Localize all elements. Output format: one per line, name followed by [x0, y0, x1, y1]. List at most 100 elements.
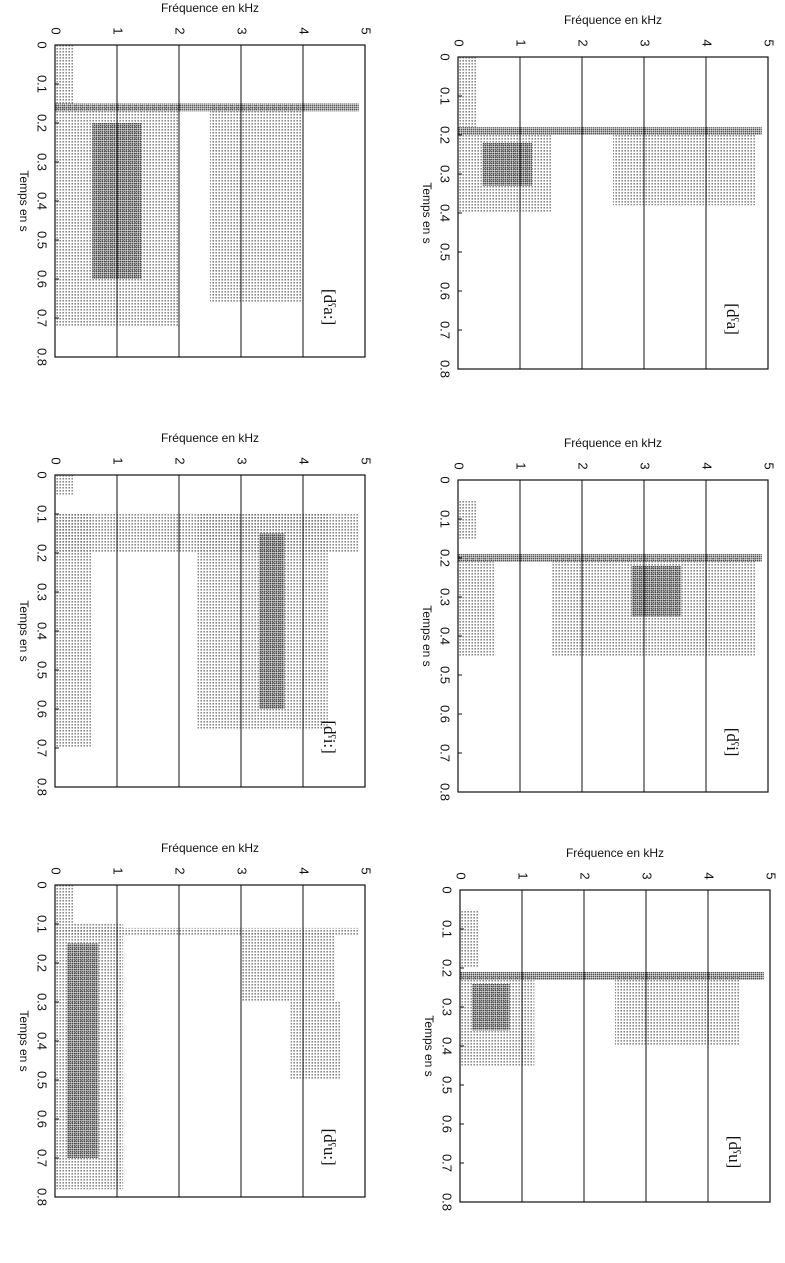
y-tick-label: 2 — [578, 872, 593, 879]
y-tick-label: 4 — [297, 457, 312, 464]
x-axis-label: Temps en s — [420, 605, 434, 666]
x-tick-label: 0.5 — [438, 243, 453, 261]
y-tick-label: 2 — [576, 39, 591, 46]
energy-region — [631, 565, 682, 617]
x-tick-label: 0.4 — [440, 1037, 455, 1055]
panel-label: [dˤi:] — [320, 720, 339, 754]
x-tick-label: 0.5 — [440, 1076, 455, 1094]
x-tick-label: 0.2 — [35, 954, 50, 972]
y-tick-label: 0 — [452, 462, 467, 469]
x-tick-label: 0.3 — [35, 583, 50, 601]
spectrogram-panel: 0 1 2 3 4 5 0 0.1 0.2 0.3 0.4 0.5 0.6 0.7 0.8 Temps en … — [17, 841, 374, 1206]
x-tick-label: 0 — [35, 41, 50, 48]
x-tick-label: 0.5 — [438, 666, 453, 684]
spectrogram-panel: 0 1 2 3 4 5 0 0.1 0.2 0.3 0.4 0.5 0.6 0.7 0.8 Temps en … — [422, 846, 779, 1211]
y-tick-label: 0 — [49, 867, 64, 874]
x-tick-label: 0.1 — [35, 75, 50, 93]
y-tick-label: 4 — [702, 872, 717, 879]
x-tick-label: 0.7 — [35, 739, 50, 757]
energy-region — [210, 103, 303, 303]
y-tick-label: 1 — [111, 867, 126, 874]
panel-label: [dˤi] — [723, 728, 742, 757]
x-tick-label: 0.6 — [438, 282, 453, 300]
energy-region — [472, 983, 510, 1031]
x-tick-label: 0.3 — [438, 588, 453, 606]
x-tick-label: 0.6 — [440, 1115, 455, 1133]
x-tick-label: 0 — [35, 471, 50, 478]
x-tick-label: 0.2 — [440, 959, 455, 977]
y-tick-label: 1 — [111, 27, 126, 34]
y-tick-label: 5 — [762, 462, 777, 469]
y-tick-label: 0 — [49, 457, 64, 464]
x-tick-label: 0.2 — [438, 126, 453, 144]
y-tick-label: 0 — [452, 39, 467, 46]
spectrogram-panel: 0 1 2 3 4 5 0 0.1 0.2 0.3 0.4 0.5 0.6 0.7 0.8 Temps en … — [420, 436, 777, 801]
x-tick-label: 0.5 — [35, 231, 50, 249]
energy-region — [458, 127, 762, 135]
x-tick-label: 0.8 — [440, 1193, 455, 1211]
energy-region — [482, 142, 533, 186]
energy-region — [259, 533, 285, 709]
y-axis-label: Fréquence en kHz — [566, 846, 664, 860]
y-tick-label: 1 — [111, 457, 126, 464]
energy-region — [67, 943, 99, 1158]
energy-region — [290, 1002, 341, 1080]
y-tick-label: 3 — [235, 867, 250, 874]
x-tick-label: 0.4 — [438, 204, 453, 222]
y-tick-label: 2 — [173, 27, 188, 34]
x-tick-label: 0 — [440, 886, 455, 893]
x-tick-label: 0.8 — [35, 778, 50, 796]
x-tick-label: 0.3 — [440, 998, 455, 1016]
x-tick-label: 0.8 — [35, 348, 50, 366]
x-tick-label: 0.3 — [35, 993, 50, 1011]
x-tick-label: 0.2 — [35, 544, 50, 562]
x-tick-label: 0.3 — [35, 153, 50, 171]
energy-region — [460, 909, 479, 968]
y-tick-label: 4 — [297, 27, 312, 34]
spectrogram-panel: 0 1 2 3 4 5 0 0.1 0.2 0.3 0.4 0.5 0.6 0.7 0.8 Temps en … — [17, 1, 374, 366]
y-tick-label: 4 — [297, 867, 312, 874]
x-axis-label: Temps en s — [17, 170, 31, 231]
y-tick-label: 3 — [235, 457, 250, 464]
y-tick-label: 1 — [514, 39, 529, 46]
y-axis-label: Fréquence en kHz — [564, 13, 662, 27]
y-tick-label: 2 — [173, 867, 188, 874]
x-tick-label: 0.5 — [35, 661, 50, 679]
x-tick-label: 0.8 — [438, 783, 453, 801]
y-axis-label: Fréquence en kHz — [564, 436, 662, 450]
y-tick-label: 3 — [640, 872, 655, 879]
panel-label: [dˤa] — [723, 303, 742, 335]
x-tick-label: 0 — [438, 53, 453, 60]
energy-region — [55, 514, 93, 748]
y-tick-label: 2 — [173, 457, 188, 464]
x-tick-label: 0.4 — [35, 622, 50, 640]
x-tick-label: 0.8 — [438, 360, 453, 378]
x-tick-label: 0.5 — [35, 1071, 50, 1089]
x-tick-label: 0.7 — [438, 321, 453, 339]
x-tick-label: 0.6 — [438, 705, 453, 723]
y-tick-label: 2 — [576, 462, 591, 469]
y-axis-label: Fréquence en kHz — [161, 1, 259, 15]
x-tick-label: 0.4 — [35, 192, 50, 210]
y-tick-label: 5 — [764, 872, 779, 879]
x-axis-label: Temps en s — [17, 1010, 31, 1071]
x-tick-label: 0.1 — [438, 510, 453, 528]
x-tick-label: 0.4 — [438, 627, 453, 645]
x-tick-label: 0.7 — [35, 309, 50, 327]
panel-label: [dˤu:] — [320, 1128, 339, 1165]
x-tick-label: 0.6 — [35, 1110, 50, 1128]
x-tick-label: 0.7 — [440, 1154, 455, 1172]
energy-region — [458, 558, 496, 656]
energy-region — [55, 475, 74, 495]
x-tick-label: 0 — [35, 881, 50, 888]
x-tick-label: 0.8 — [35, 1188, 50, 1206]
y-tick-label: 0 — [454, 872, 469, 879]
y-axis-label: Fréquence en kHz — [161, 431, 259, 445]
energy-region — [613, 135, 756, 206]
x-tick-label: 0.1 — [35, 915, 50, 933]
energy-region — [241, 931, 334, 1002]
panel-label: [dˤu] — [725, 1136, 744, 1169]
x-tick-label: 0.7 — [35, 1149, 50, 1167]
y-tick-label: 5 — [762, 39, 777, 46]
